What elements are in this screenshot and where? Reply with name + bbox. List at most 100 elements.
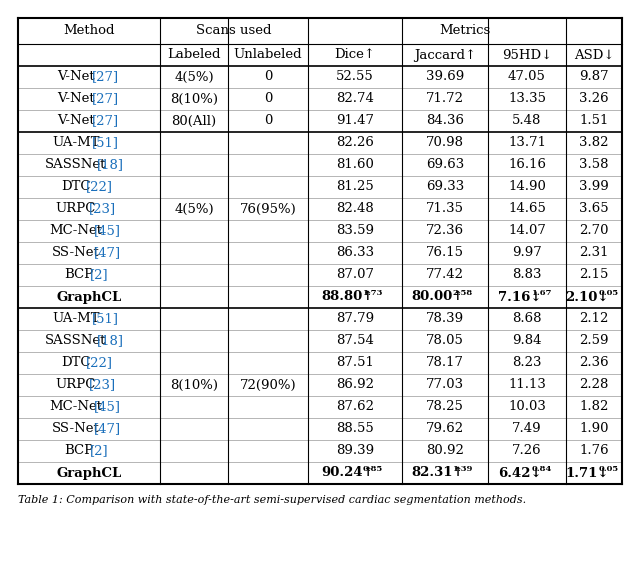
Text: 8(10%): 8(10%) bbox=[170, 378, 218, 392]
Text: 3.26: 3.26 bbox=[579, 93, 609, 106]
Text: 88.80↑: 88.80↑ bbox=[322, 290, 374, 304]
Text: 14.07: 14.07 bbox=[508, 224, 546, 237]
Text: 10.03: 10.03 bbox=[508, 401, 546, 413]
Text: 8(10%): 8(10%) bbox=[170, 93, 218, 106]
Text: 3.82: 3.82 bbox=[579, 136, 609, 149]
Text: [45]: [45] bbox=[94, 401, 122, 413]
Text: [18]: [18] bbox=[97, 335, 124, 347]
Text: 0.05: 0.05 bbox=[598, 465, 619, 473]
Text: [51]: [51] bbox=[92, 312, 118, 325]
Text: 80(All): 80(All) bbox=[172, 114, 216, 128]
Text: 3.99: 3.99 bbox=[579, 181, 609, 194]
Text: 82.48: 82.48 bbox=[336, 202, 374, 216]
Text: SASSNet: SASSNet bbox=[45, 335, 107, 347]
Text: 70.98: 70.98 bbox=[426, 136, 464, 149]
Text: 71.35: 71.35 bbox=[426, 202, 464, 216]
Text: 1.39: 1.39 bbox=[452, 465, 472, 473]
Text: Labeled: Labeled bbox=[167, 48, 221, 61]
Text: 90.24↑: 90.24↑ bbox=[322, 466, 374, 479]
Text: SASSNet: SASSNet bbox=[45, 159, 107, 171]
Text: 2.58: 2.58 bbox=[452, 289, 472, 297]
Text: 82.31↑: 82.31↑ bbox=[412, 466, 464, 479]
Text: UA-MT: UA-MT bbox=[52, 312, 100, 325]
Text: 87.51: 87.51 bbox=[336, 356, 374, 370]
Text: [2]: [2] bbox=[90, 269, 108, 282]
Text: 4(5%): 4(5%) bbox=[174, 202, 214, 216]
Text: 69.63: 69.63 bbox=[426, 159, 464, 171]
Text: 84.36: 84.36 bbox=[426, 114, 464, 128]
Text: [51]: [51] bbox=[92, 136, 118, 149]
Text: Dice↑: Dice↑ bbox=[335, 48, 376, 61]
Text: 82.74: 82.74 bbox=[336, 93, 374, 106]
Text: 1.67: 1.67 bbox=[531, 289, 552, 297]
Text: BCP: BCP bbox=[64, 444, 93, 458]
Text: 0.84: 0.84 bbox=[531, 465, 552, 473]
Text: 77.03: 77.03 bbox=[426, 378, 464, 392]
Text: GraphCL: GraphCL bbox=[56, 466, 122, 479]
Text: 78.25: 78.25 bbox=[426, 401, 464, 413]
Text: 8.23: 8.23 bbox=[512, 356, 541, 370]
Text: 3.58: 3.58 bbox=[579, 159, 609, 171]
Text: Unlabeled: Unlabeled bbox=[234, 48, 302, 61]
Text: 13.35: 13.35 bbox=[508, 93, 546, 106]
Text: 81.25: 81.25 bbox=[336, 181, 374, 194]
Text: URPC: URPC bbox=[56, 378, 96, 392]
Text: 2.70: 2.70 bbox=[579, 224, 609, 237]
Text: V-Net: V-Net bbox=[57, 93, 95, 106]
Text: 2.10↓: 2.10↓ bbox=[565, 290, 609, 304]
Text: 89.39: 89.39 bbox=[336, 444, 374, 458]
Text: 81.60: 81.60 bbox=[336, 159, 374, 171]
Text: 9.87: 9.87 bbox=[579, 71, 609, 83]
Text: UA-MT: UA-MT bbox=[52, 136, 100, 149]
Text: 7.49: 7.49 bbox=[512, 423, 542, 436]
Text: 71.72: 71.72 bbox=[426, 93, 464, 106]
Text: 78.39: 78.39 bbox=[426, 312, 464, 325]
Text: MC-Net: MC-Net bbox=[49, 224, 102, 237]
Text: 69.33: 69.33 bbox=[426, 181, 464, 194]
Text: 7.16↓: 7.16↓ bbox=[499, 290, 541, 304]
Text: DTC: DTC bbox=[61, 356, 91, 370]
Text: 78.05: 78.05 bbox=[426, 335, 464, 347]
Text: 0: 0 bbox=[264, 114, 272, 128]
Text: 2.28: 2.28 bbox=[579, 378, 609, 392]
Text: MC-Net: MC-Net bbox=[49, 401, 102, 413]
Text: 1.76: 1.76 bbox=[579, 444, 609, 458]
Text: [45]: [45] bbox=[94, 224, 122, 237]
Text: 79.62: 79.62 bbox=[426, 423, 464, 436]
Text: 2.36: 2.36 bbox=[579, 356, 609, 370]
Text: 83.59: 83.59 bbox=[336, 224, 374, 237]
Text: 91.47: 91.47 bbox=[336, 114, 374, 128]
Text: 0.05: 0.05 bbox=[598, 289, 619, 297]
Text: 13.71: 13.71 bbox=[508, 136, 546, 149]
Text: 1.51: 1.51 bbox=[579, 114, 609, 128]
Text: 3.65: 3.65 bbox=[579, 202, 609, 216]
Text: [22]: [22] bbox=[86, 181, 113, 194]
Text: 76.15: 76.15 bbox=[426, 247, 464, 259]
Text: 87.07: 87.07 bbox=[336, 269, 374, 282]
Text: 72.36: 72.36 bbox=[426, 224, 464, 237]
Text: 76(95%): 76(95%) bbox=[239, 202, 296, 216]
Text: [27]: [27] bbox=[92, 71, 118, 83]
Text: 2.59: 2.59 bbox=[579, 335, 609, 347]
Text: 0: 0 bbox=[264, 71, 272, 83]
Text: 86.33: 86.33 bbox=[336, 247, 374, 259]
Text: 72(90%): 72(90%) bbox=[240, 378, 296, 392]
Text: 8.83: 8.83 bbox=[512, 269, 541, 282]
Text: 9.84: 9.84 bbox=[512, 335, 541, 347]
Text: 14.90: 14.90 bbox=[508, 181, 546, 194]
Text: 77.42: 77.42 bbox=[426, 269, 464, 282]
Text: [23]: [23] bbox=[88, 202, 116, 216]
Text: 1.73: 1.73 bbox=[362, 289, 383, 297]
Text: URPC: URPC bbox=[56, 202, 96, 216]
Text: [27]: [27] bbox=[92, 93, 118, 106]
Text: [47]: [47] bbox=[94, 247, 122, 259]
Text: [2]: [2] bbox=[90, 444, 108, 458]
Text: 0.85: 0.85 bbox=[362, 465, 383, 473]
Text: Method: Method bbox=[63, 24, 115, 37]
Text: 4(5%): 4(5%) bbox=[174, 71, 214, 83]
Text: [47]: [47] bbox=[94, 423, 122, 436]
Text: 9.97: 9.97 bbox=[512, 247, 542, 259]
Text: 11.13: 11.13 bbox=[508, 378, 546, 392]
Text: SS-Net: SS-Net bbox=[52, 423, 100, 436]
Text: 2.15: 2.15 bbox=[579, 269, 609, 282]
